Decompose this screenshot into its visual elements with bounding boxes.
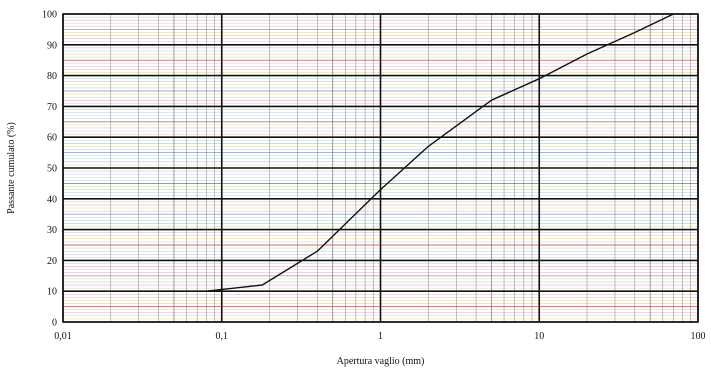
y-tick-label: 10 — [47, 287, 57, 298]
x-tick-label: 0,01 — [54, 331, 72, 342]
x-axis-title: Apertura vaglio (mm) — [337, 356, 425, 367]
y-tick-label: 50 — [47, 164, 57, 175]
y-tick-label: 0 — [52, 318, 57, 329]
y-tick-label: 80 — [47, 71, 57, 82]
y-tick-label: 30 — [47, 225, 57, 236]
y-tick-label: 100 — [42, 10, 57, 21]
y-axis-title: Passante cumulato (%) — [6, 122, 17, 214]
x-tick-label: 1 — [378, 331, 383, 342]
y-tick-label: 90 — [47, 40, 57, 51]
plot-frame — [62, 13, 699, 323]
x-tick-label: 10 — [534, 331, 544, 342]
y-tick-label: 70 — [47, 102, 57, 113]
series-group — [206, 13, 674, 292]
x-tick-label: 0,1 — [216, 331, 229, 342]
y-tick-label: 60 — [47, 133, 57, 144]
y-tick-label: 20 — [47, 256, 57, 267]
series-line — [206, 13, 674, 292]
x-tick-label: 100 — [691, 331, 706, 342]
y-tick-label: 40 — [47, 194, 57, 205]
y-tick-labels: 0 10 20 30 40 50 60 70 80 90 100 — [42, 10, 57, 329]
x-tick-labels: 0,01 0,1 1 10 100 — [54, 331, 705, 342]
